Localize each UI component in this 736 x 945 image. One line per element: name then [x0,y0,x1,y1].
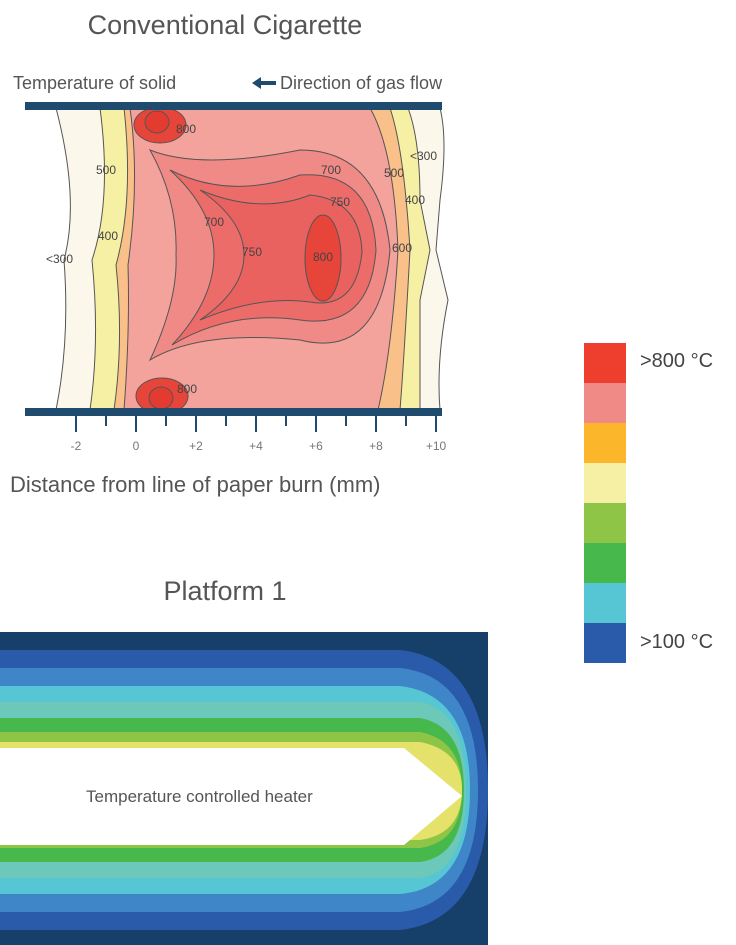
heater-element [0,748,462,845]
platform-heat-diagram [0,632,488,945]
bottom-bar [25,408,442,416]
legend-swatch [584,383,626,423]
solid-temperature-label: Temperature of solid [13,73,177,93]
contour-label: 800 [313,250,333,264]
x-tick-label: +8 [369,439,383,453]
x-tick-label: +10 [426,439,447,453]
legend-low-label: >100 °C [640,631,714,653]
contour-label: 700 [321,163,341,177]
top-bar [25,102,442,110]
legend-swatch [584,623,626,663]
contour-label: 750 [330,195,350,209]
legend-swatch [584,343,626,383]
contour-label: <300 [46,252,73,266]
x-tick-label: 0 [133,439,140,453]
x-tick-label: +4 [249,439,263,453]
contour-label: 500 [96,163,116,177]
heater-label: Temperature controlled heater [86,787,313,806]
conventional-cigarette-title: Conventional Cigarette [87,10,363,40]
legend-swatch [584,423,626,463]
hotspot-top-core [144,110,170,134]
legend-swatch [584,583,626,623]
x-tick-label: +6 [309,439,323,453]
temperature-legend [584,343,626,663]
left-arrow-icon [252,77,276,89]
legend-high-label: >800 °C [640,350,714,372]
contour-label: 800 [177,382,197,396]
hotspot-center [304,214,342,302]
x-tick-label: -2 [71,439,82,453]
x-axis-label: Distance from line of paper burn (mm) [10,472,381,497]
legend-swatch [584,463,626,503]
contour-label: 400 [98,229,118,243]
x-tick-label: +2 [189,439,203,453]
hotspot-bottom-core [148,386,174,410]
contour-label: 500 [384,166,404,180]
platform-1-title: Platform 1 [163,576,287,606]
gas-flow-text: Direction of gas flow [280,73,443,93]
contour-label: <300 [410,149,437,163]
contour-label: 400 [405,193,425,207]
contour-label: 800 [176,122,196,136]
legend-swatch [584,503,626,543]
contour-label: 750 [242,245,262,259]
legend-swatch [584,543,626,583]
contour-label: 600 [392,241,412,255]
gas-flow-label: Direction of gas flow [252,73,442,94]
contour-label: 700 [204,215,224,229]
